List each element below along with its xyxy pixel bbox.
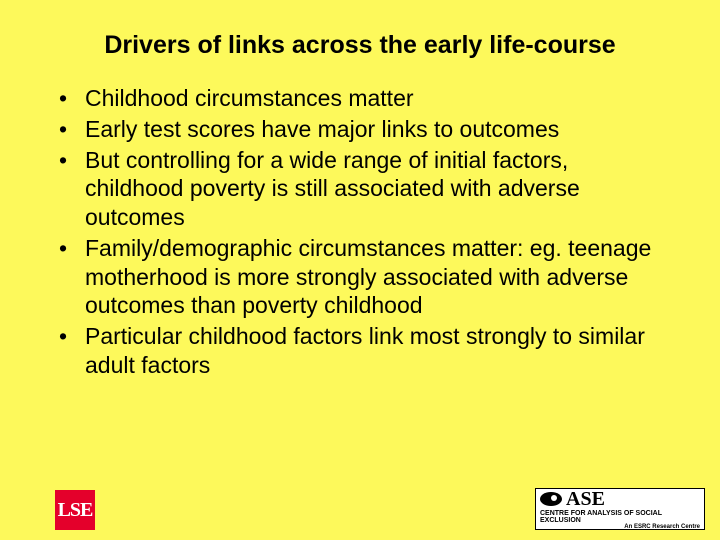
case-logo-subtitle2: An ESRC Research Centre [540,524,700,530]
case-logo-word: ASE [566,489,605,509]
case-logo-subtitle: CENTRE FOR ANALYSIS OF SOCIAL EXCLUSION [540,510,700,524]
slide: Drivers of links across the early life-c… [0,0,720,540]
bullet-item: Early test scores have major links to ou… [85,115,665,144]
bullet-item: But controlling for a wide range of init… [85,146,665,232]
bullet-item: Family/demographic circumstances matter:… [85,234,665,320]
bullet-item: Particular childhood factors link most s… [85,322,665,380]
lse-logo: LSE [55,490,95,530]
case-logo-top: ASE [540,489,700,509]
footer: LSE ASE CENTRE FOR ANALYSIS OF SOCIAL EX… [55,488,705,530]
bullet-list: Childhood circumstances matter Early tes… [55,84,665,380]
bullet-item: Childhood circumstances matter [85,84,665,113]
eye-icon [540,492,562,506]
case-logo: ASE CENTRE FOR ANALYSIS OF SOCIAL EXCLUS… [535,488,705,530]
slide-title: Drivers of links across the early life-c… [55,30,665,60]
